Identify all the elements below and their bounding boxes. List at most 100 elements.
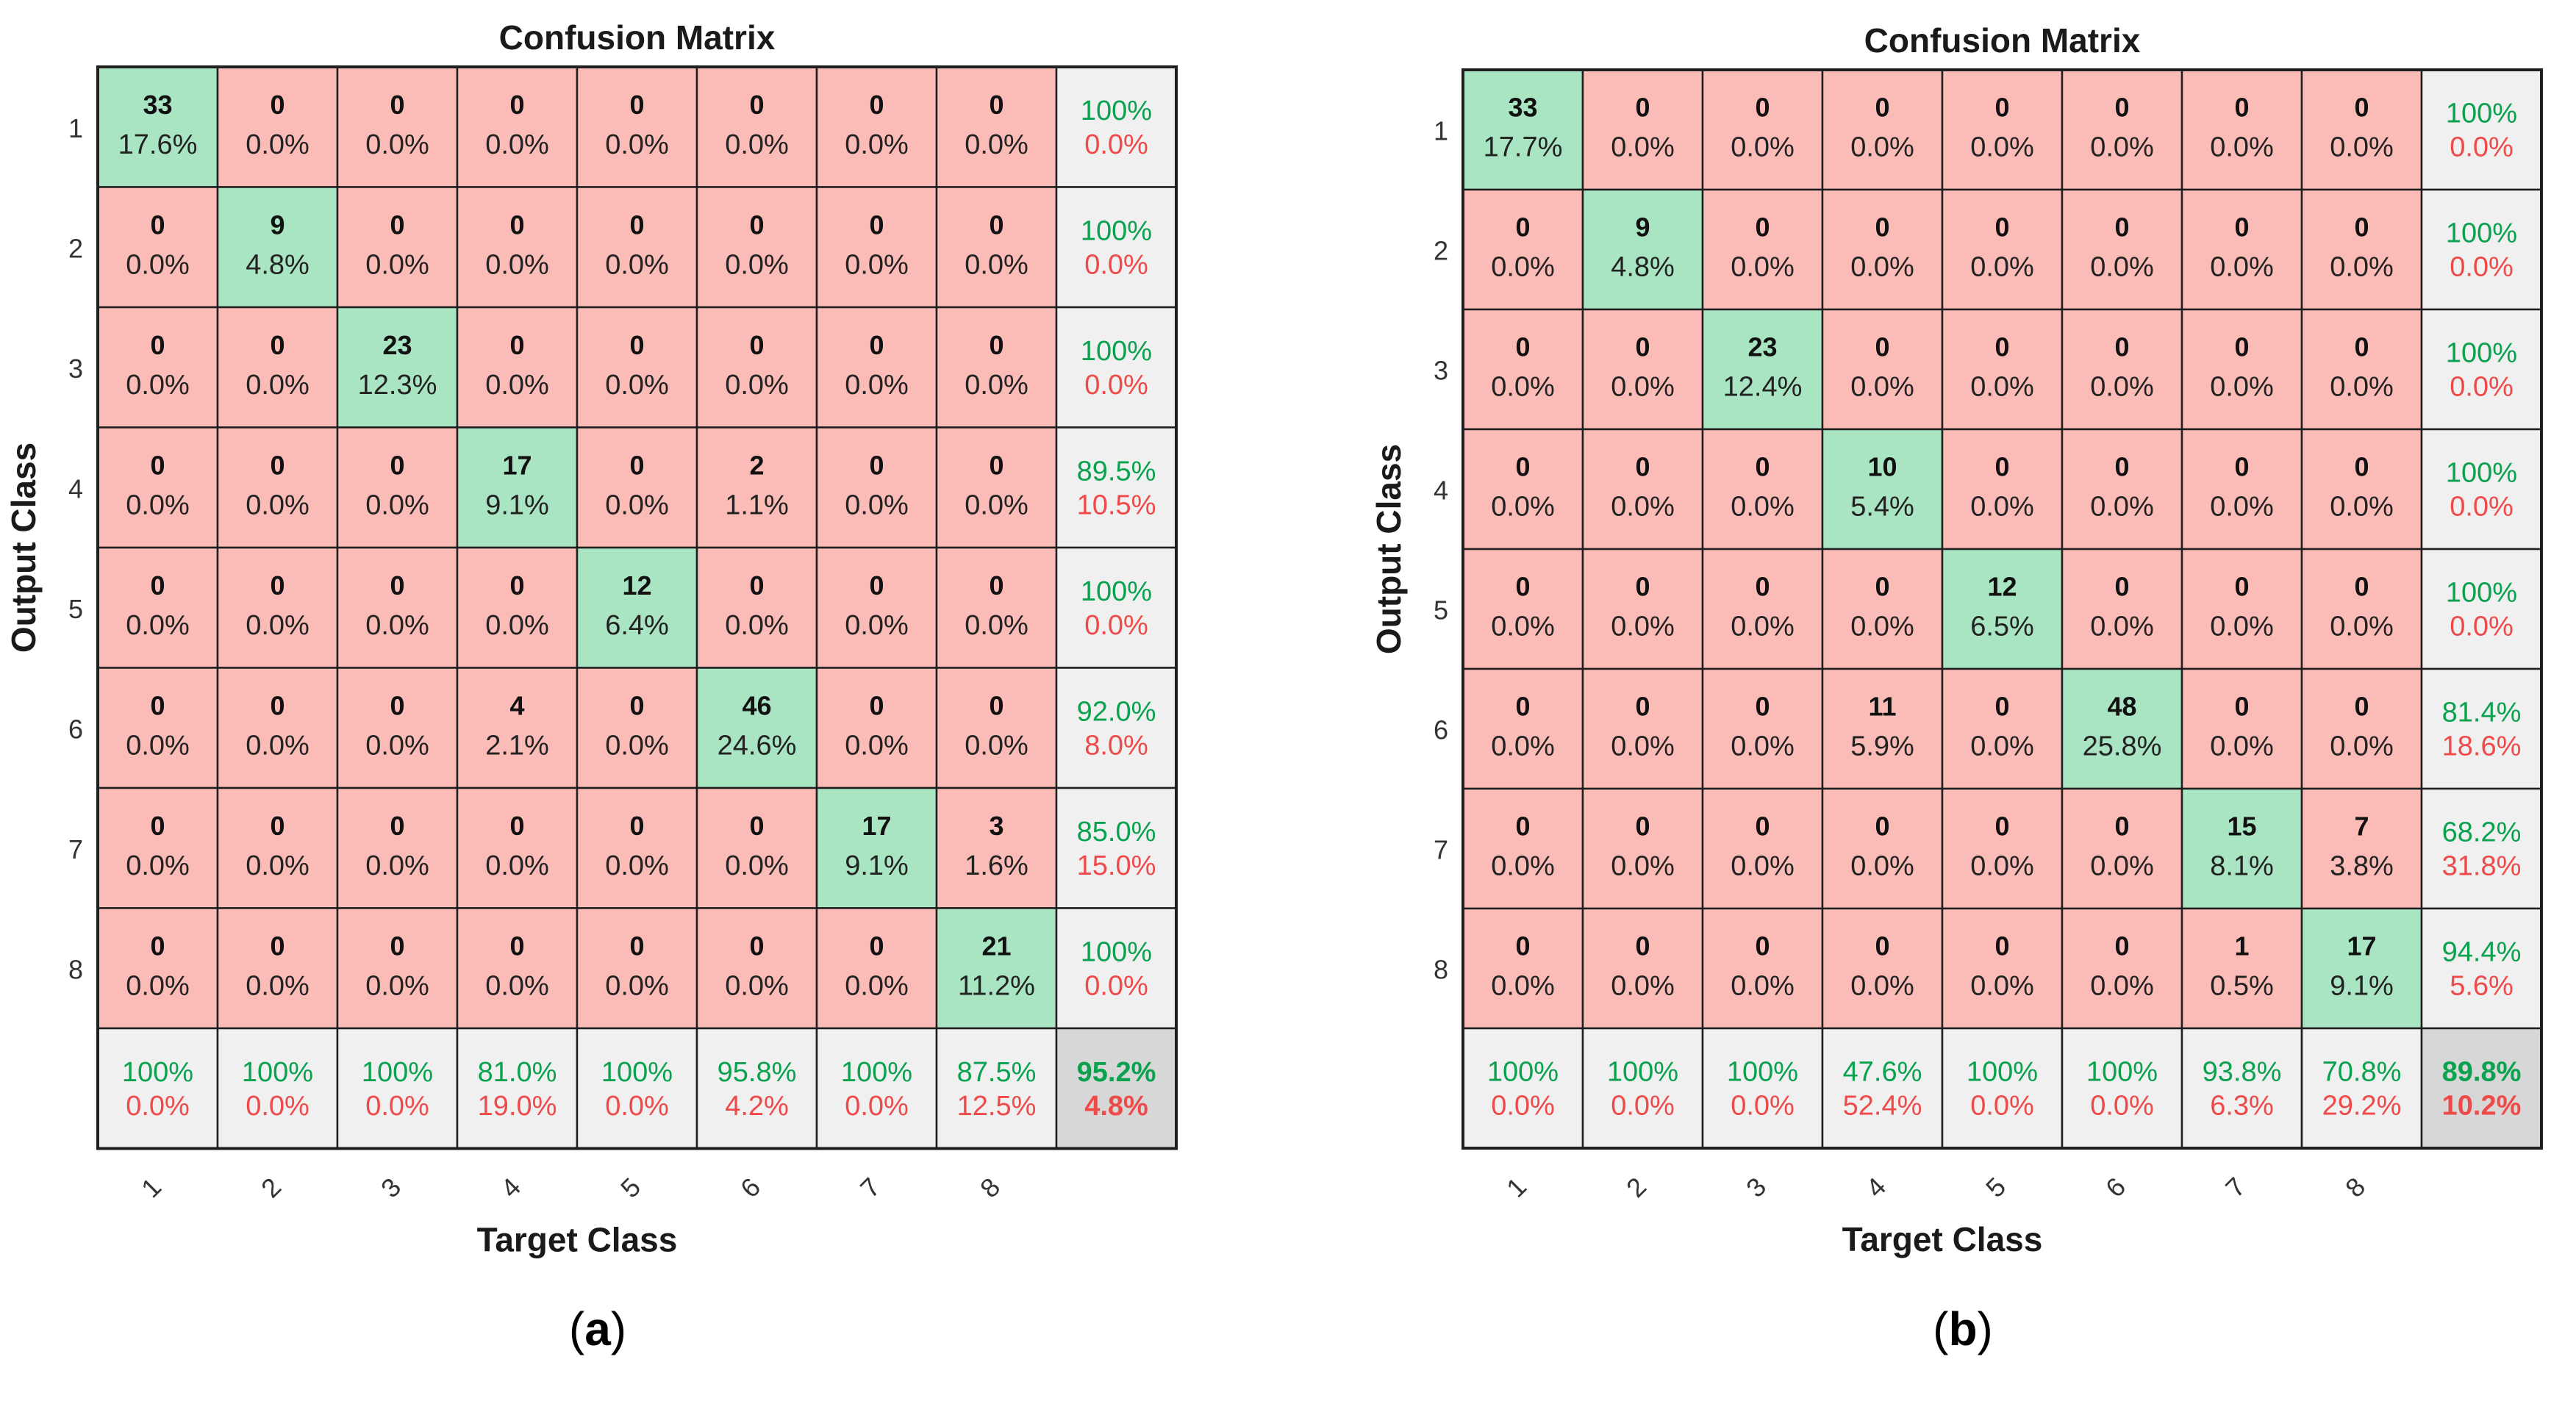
cell-count: 15 xyxy=(2227,811,2256,842)
off-diagonal-cell xyxy=(576,667,698,789)
summary-correct-percent: 100% xyxy=(601,1057,673,1088)
cell-count: 0 xyxy=(1994,332,2009,362)
cell-count: 46 xyxy=(742,690,771,720)
cell-count: 0 xyxy=(390,90,404,120)
cell-count: 0 xyxy=(2354,93,2369,123)
off-diagonal-cell xyxy=(336,667,459,789)
cell-count: 0 xyxy=(270,450,285,480)
cell-percent: 0.0% xyxy=(1491,731,1555,762)
cell-percent: 0.0% xyxy=(2090,372,2154,403)
off-diagonal-cell xyxy=(2180,68,2303,191)
cell-percent: 0.0% xyxy=(365,129,429,160)
cell-percent: 0.0% xyxy=(845,249,909,280)
off-diagonal-cell xyxy=(1701,907,1824,1030)
summary-correct-percent: 93.8% xyxy=(2203,1057,2282,1088)
off-diagonal-cell xyxy=(935,787,1058,909)
cell-count: 0 xyxy=(390,450,404,480)
cell-count: 0 xyxy=(1994,811,2009,842)
cell-count: 33 xyxy=(143,90,172,120)
off-diagonal-cell xyxy=(1941,188,2064,311)
cell-count: 10 xyxy=(1867,452,1897,482)
cell-percent: 0.0% xyxy=(1850,372,1914,403)
row-summary-cell xyxy=(1055,65,1178,188)
cell-count: 0 xyxy=(2234,332,2249,362)
off-diagonal-cell xyxy=(935,186,1058,309)
cell-count: 0 xyxy=(989,330,1003,360)
cell-count: 0 xyxy=(270,931,285,961)
cell-count: 0 xyxy=(1994,931,2009,961)
cell-percent: 0.0% xyxy=(365,850,429,881)
summary-correct-percent: 100% xyxy=(2446,578,2517,609)
diagonal-cell xyxy=(336,306,459,429)
cell-percent: 9.1% xyxy=(485,490,549,520)
off-diagonal-cell xyxy=(1701,787,1824,910)
cell-count: 0 xyxy=(1515,572,1530,602)
summary-error-percent: 29.2% xyxy=(2322,1091,2402,1122)
cell-percent: 0.0% xyxy=(605,970,669,1001)
off-diagonal-cell xyxy=(1581,428,1704,551)
cell-count: 0 xyxy=(2234,212,2249,243)
cell-count: 0 xyxy=(989,690,1003,720)
cell-percent: 0.0% xyxy=(1850,252,1914,283)
cell-count: 23 xyxy=(382,330,412,360)
cell-percent: 0.0% xyxy=(1850,132,1914,163)
cell-count: 0 xyxy=(1515,692,1530,722)
cell-percent: 0.0% xyxy=(725,610,789,641)
cell-count: 0 xyxy=(1515,332,1530,362)
cell-count: 0 xyxy=(2114,212,2129,243)
cell-count: 0 xyxy=(1994,452,2009,482)
diagonal-cell xyxy=(2061,667,2183,790)
cell-percent: 0.0% xyxy=(126,610,190,641)
cell-percent: 0.0% xyxy=(1731,252,1795,283)
cell-percent: 0.0% xyxy=(126,370,190,401)
cell-percent: 0.0% xyxy=(126,249,190,280)
summary-correct-percent: 95.8% xyxy=(718,1057,797,1088)
off-diagonal-cell xyxy=(815,546,938,669)
cell-percent: 0.0% xyxy=(1850,612,1914,642)
column-summary-cell xyxy=(1941,1027,2064,1150)
cell-percent: 1.1% xyxy=(725,490,789,520)
cell-percent: 0.0% xyxy=(1970,132,2034,163)
cell-percent: 0.0% xyxy=(2330,252,2394,283)
cell-count: 0 xyxy=(150,931,165,961)
cell-percent: 0.0% xyxy=(1611,612,1675,642)
column-summary-cell xyxy=(96,1027,219,1150)
off-diagonal-cell xyxy=(216,787,339,909)
off-diagonal-cell xyxy=(576,186,698,309)
cell-percent: 0.0% xyxy=(845,490,909,520)
cell-percent: 0.0% xyxy=(1491,971,1555,1002)
off-diagonal-cell xyxy=(935,546,1058,669)
column-summary-cell xyxy=(216,1027,339,1150)
cell-count: 0 xyxy=(2354,572,2369,602)
cell-percent: 0.0% xyxy=(605,730,669,761)
off-diagonal-cell xyxy=(2180,188,2303,311)
column-summary-cell xyxy=(336,1027,459,1150)
cell-percent: 0.0% xyxy=(365,970,429,1001)
cell-count: 0 xyxy=(869,690,884,720)
cell-count: 23 xyxy=(1747,332,1777,362)
column-summary-cell xyxy=(1581,1027,1704,1150)
summary-correct-percent: 68.2% xyxy=(2442,817,2522,848)
cell-percent: 6.5% xyxy=(1970,612,2034,642)
cell-count: 9 xyxy=(1635,212,1650,243)
summary-error-percent: 0.0% xyxy=(2090,1091,2154,1122)
summary-correct-percent: 100% xyxy=(1487,1057,1559,1088)
off-diagonal-cell xyxy=(935,667,1058,789)
cell-count: 0 xyxy=(869,209,884,240)
cell-count: 3 xyxy=(989,811,1003,841)
summary-correct-percent: 100% xyxy=(1727,1057,1798,1088)
cell-percent: 0.0% xyxy=(485,970,549,1001)
cell-count: 0 xyxy=(270,570,285,601)
summary-error-percent: 0.0% xyxy=(2450,252,2514,283)
cell-percent: 0.0% xyxy=(485,850,549,881)
off-diagonal-cell xyxy=(1581,548,1704,670)
cell-percent: 0.0% xyxy=(246,730,310,761)
cell-count: 0 xyxy=(2234,93,2249,123)
summary-correct-percent: 85.0% xyxy=(1077,817,1156,848)
summary-correct-percent: 92.0% xyxy=(1077,696,1156,727)
cell-count: 0 xyxy=(390,209,404,240)
off-diagonal-cell xyxy=(815,907,938,1030)
cell-count: 1 xyxy=(2234,931,2249,961)
off-diagonal-cell xyxy=(576,787,698,909)
diagonal-cell xyxy=(1461,68,1584,191)
